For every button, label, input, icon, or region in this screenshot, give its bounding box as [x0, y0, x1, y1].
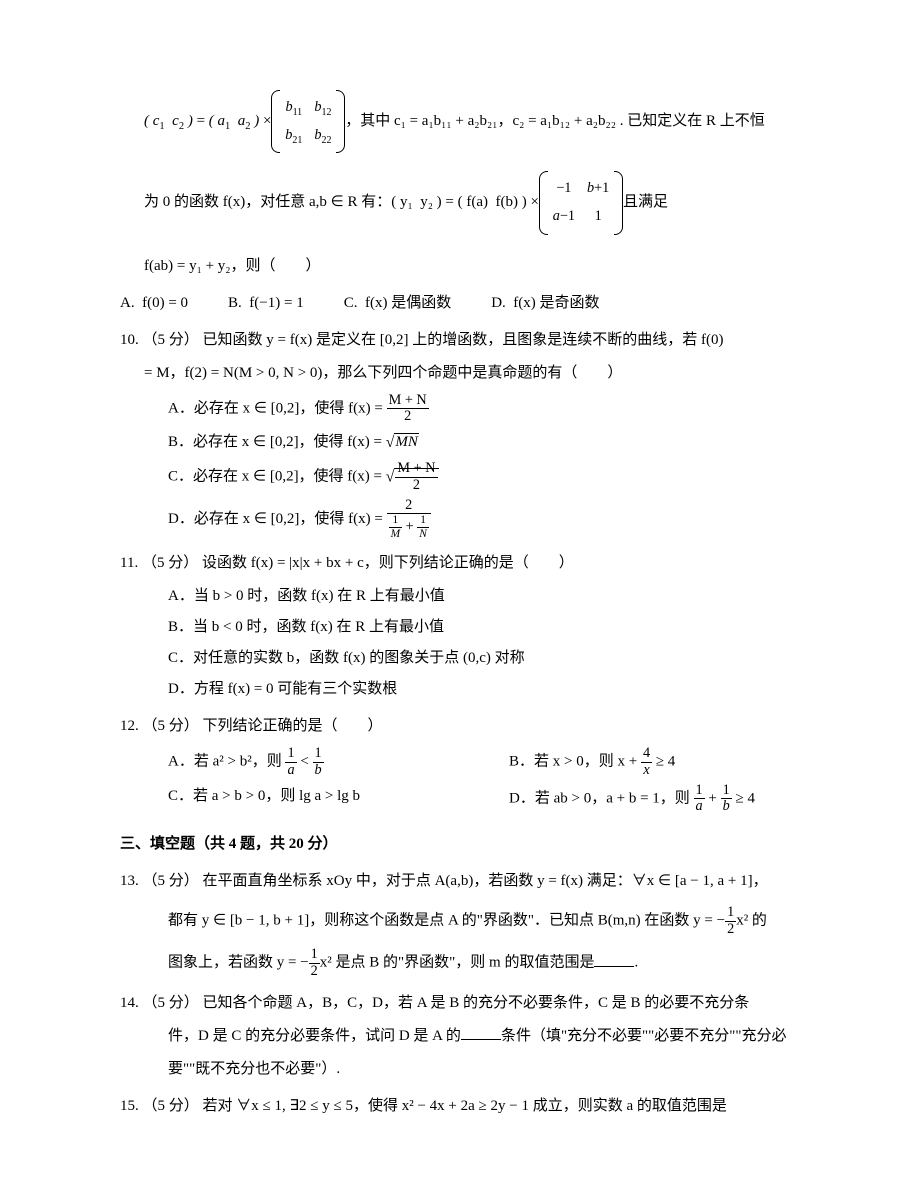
q10-num: 10.	[120, 332, 139, 348]
q9-matrix-2: −1b+1 a−11	[545, 171, 618, 234]
q11-num: 11.	[120, 555, 138, 571]
q12-optB: B．若 x > 0，则 x + 4x ≥ 4	[509, 746, 820, 778]
q10-pts: （5 分）	[143, 332, 199, 348]
q12-pts: （5 分）	[143, 718, 199, 734]
q14-blank[interactable]	[461, 1025, 501, 1040]
q13-blank[interactable]	[594, 952, 634, 967]
q12: 12. （5 分） 下列结论正确的是（ ） A．若 a² > b²，则 1a <…	[120, 713, 820, 815]
q9-matrix-b: b11b12 b21b22	[277, 90, 339, 153]
q10-optC: C．必存在 x ∈ [0,2]，使得 f(x) = √M + N2	[168, 461, 820, 493]
q14-line3: 要""既不充分也不必要"）.	[120, 1056, 820, 1083]
q10-line2: = M，f(2) = N(M > 0, N > 0)，那么下列四个命题中是真命题…	[120, 360, 820, 387]
q10-line1: 已知函数 y = f(x) 是定义在 [0,2] 上的增函数，且图象是连续不断的…	[203, 332, 724, 348]
q9-line3: f(ab) = y₁ + y₂，则（ ）	[120, 253, 820, 280]
q14-line1: 已知各个命题 A，B，C，D，若 A 是 B 的充分不必要条件，C 是 B 的必…	[203, 995, 750, 1011]
q9-optC: C. f(x) 是偶函数	[344, 290, 452, 317]
q15-num: 15.	[120, 1098, 139, 1114]
q11: 11. （5 分） 设函数 f(x) = |x|x + bx + c，则下列结论…	[120, 550, 820, 703]
q10-optA: A．必存在 x ∈ [0,2]，使得 f(x) = M + N2	[168, 393, 820, 425]
q9-line1-post: ，其中 c₁ = a₁b₁₁ + a₂b₂₁，c₂ = a₁b₁₂ + a₂b₂…	[345, 113, 765, 129]
q10-optD: D．必存在 x ∈ [0,2]，使得 f(x) = 21M + 1N	[168, 498, 820, 541]
q11-stem: 设函数 f(x) = |x|x + bx + c，则下列结论正确的是（ ）	[202, 555, 574, 571]
q14-pts: （5 分）	[143, 995, 199, 1011]
q13-num: 13.	[120, 873, 139, 889]
q11-pts: （5 分）	[142, 555, 198, 571]
q13-line1: 在平面直角坐标系 xOy 中，对于点 A(a,b)，若函数 y = f(x) 满…	[203, 873, 768, 889]
q12-optC: C．若 a > b > 0，则 lg a > lg b	[168, 783, 479, 815]
q9-optA: A. f(0) = 0	[120, 290, 188, 317]
q13-pts: （5 分）	[143, 873, 199, 889]
q10-optB: B．必存在 x ∈ [0,2]，使得 f(x) = √MN	[168, 429, 820, 457]
q9-line1: ( c1 c2 ) = ( a1 a2 ) × b11b12 b21b22 ，其…	[120, 90, 820, 153]
q9-optB: B. f(−1) = 1	[228, 290, 304, 317]
q11-optB: B．当 b < 0 时，函数 f(x) 在 R 上有最小值	[168, 614, 820, 641]
q15-line1: 若对 ∀x ≤ 1, ∃2 ≤ y ≤ 5，使得 x² − 4x + 2a ≥ …	[203, 1098, 727, 1114]
q9-optD: D. f(x) 是奇函数	[491, 290, 599, 317]
q9-options: A. f(0) = 0 B. f(−1) = 1 C. f(x) 是偶函数 D.…	[120, 290, 820, 317]
q14: 14. （5 分） 已知各个命题 A，B，C，D，若 A 是 B 的充分不必要条…	[120, 990, 820, 1083]
q12-stem: 下列结论正确的是（ ）	[203, 718, 383, 734]
q11-optA: A．当 b > 0 时，函数 f(x) 在 R 上有最小值	[168, 583, 820, 610]
q13-line3: 图象上，若函数 y = −12x² 是点 B 的"界函数"，则 m 的取值范围是…	[120, 947, 820, 979]
q15-pts: （5 分）	[143, 1098, 199, 1114]
q14-line2: 件，D 是 C 的充分必要条件，试问 D 是 A 的条件（填"充分不必要""必要…	[120, 1023, 820, 1050]
q13-line2: 都有 y ∈ [b − 1, b + 1]，则称这个函数是点 A 的"界函数"．…	[120, 905, 820, 937]
q9-line2: 为 0 的函数 f(x)，对任意 a,b ∈ R 有：( y₁ y₂ ) = (…	[120, 171, 820, 234]
q11-optD: D．方程 f(x) = 0 可能有三个实数根	[168, 676, 820, 703]
section-3-heading: 三、填空题（共 4 题，共 20 分）	[120, 831, 820, 858]
q12-optD: D．若 ab > 0，a + b = 1，则 1a + 1b ≥ 4	[509, 783, 820, 815]
q15: 15. （5 分） 若对 ∀x ≤ 1, ∃2 ≤ y ≤ 5，使得 x² − …	[120, 1093, 820, 1120]
q14-num: 14.	[120, 995, 139, 1011]
q13: 13. （5 分） 在平面直角坐标系 xOy 中，对于点 A(a,b)，若函数 …	[120, 868, 820, 980]
q10: 10. （5 分） 已知函数 y = f(x) 是定义在 [0,2] 上的增函数…	[120, 327, 820, 541]
q12-num: 12.	[120, 718, 139, 734]
q12-optA: A．若 a² > b²，则 1a < 1b	[168, 746, 479, 778]
q11-optC: C．对任意的实数 b，函数 f(x) 的图象关于点 (0,c) 对称	[168, 645, 820, 672]
